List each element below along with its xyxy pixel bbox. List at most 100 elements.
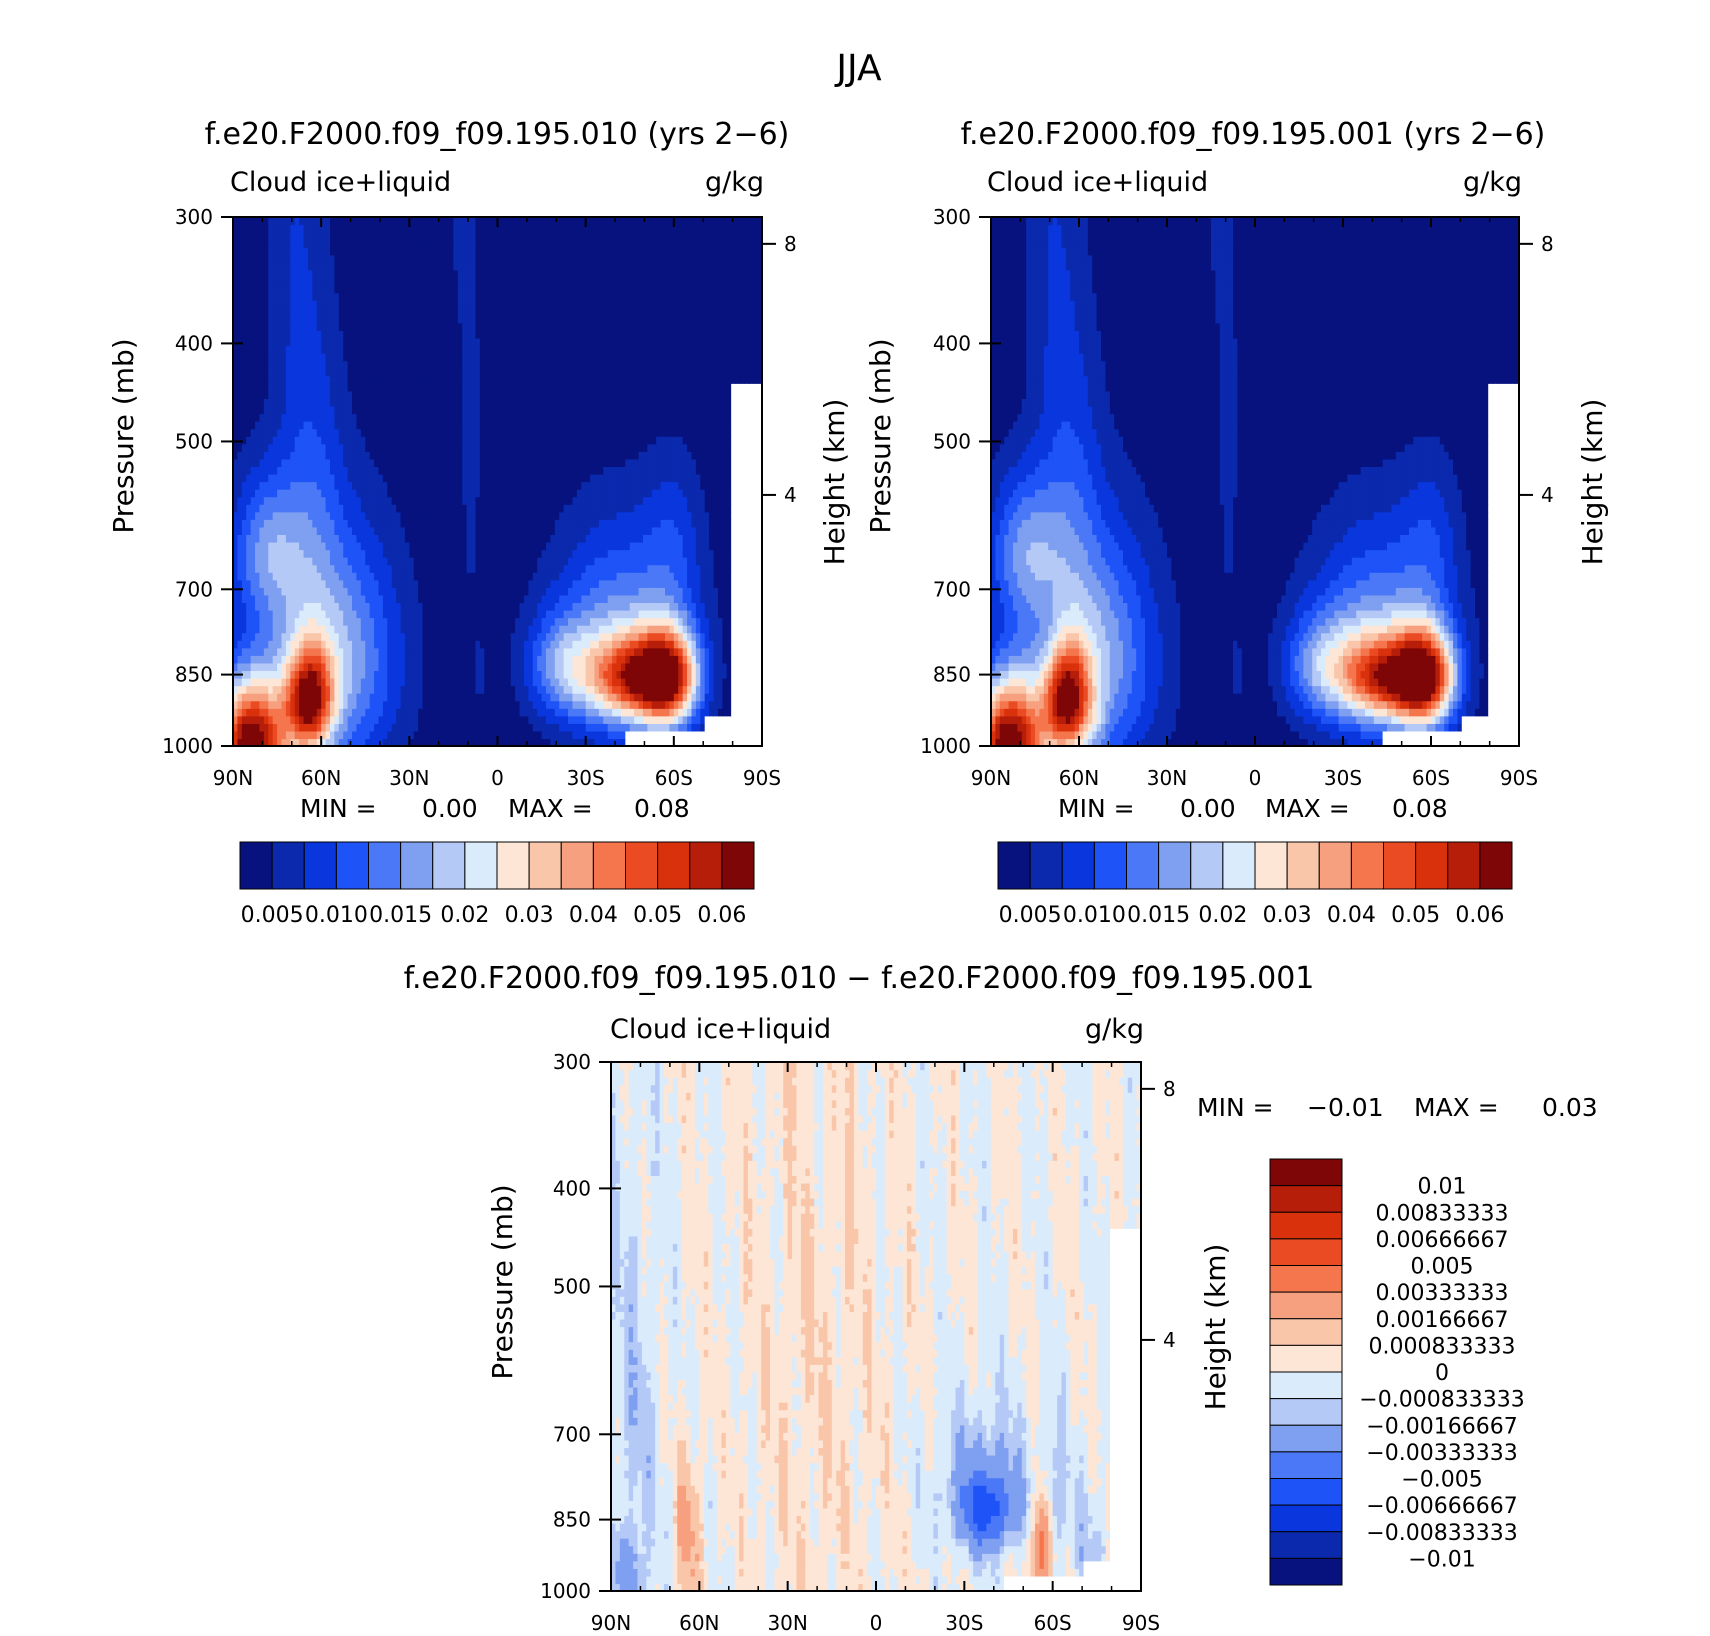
- heatmap-cell: [647, 466, 652, 474]
- heatmap-cell: [462, 550, 467, 558]
- heatmap-cell: [264, 444, 269, 452]
- heatmap-cell: [405, 640, 410, 648]
- heatmap-cell: [630, 489, 635, 497]
- heatmap-cell: [458, 542, 463, 550]
- heatmap-cell: [330, 444, 335, 452]
- heatmap-cell: [484, 610, 489, 618]
- heatmap-cell: [736, 542, 741, 550]
- heatmap-cell: [467, 572, 472, 580]
- heatmap-cell: [718, 489, 723, 497]
- heatmap-cell: [594, 436, 599, 444]
- heatmap-cell: [744, 686, 749, 694]
- heatmap-cell: [489, 527, 494, 535]
- heatmap-cell: [656, 610, 661, 618]
- heatmap-cell: [572, 595, 577, 603]
- heatmap-cell: [264, 572, 269, 580]
- heatmap-cell: [643, 482, 648, 490]
- heatmap-cell: [374, 693, 379, 701]
- heatmap-cell: [665, 459, 670, 467]
- heatmap-cell: [625, 466, 630, 474]
- heatmap-cell: [273, 731, 278, 739]
- heatmap-cell: [361, 474, 366, 482]
- heatmap-cell: [259, 572, 264, 580]
- heatmap-cell: [401, 512, 406, 520]
- heatmap-cell: [612, 519, 617, 527]
- heatmap-cell: [286, 550, 291, 558]
- heatmap-cell: [489, 648, 494, 656]
- heatmap-cell: [374, 625, 379, 633]
- heatmap-cell: [383, 504, 388, 512]
- heatmap-cell: [374, 595, 379, 603]
- heatmap-cell: [418, 527, 423, 535]
- heatmap-cell: [577, 663, 582, 671]
- heatmap-cell: [603, 708, 608, 716]
- heatmap-cell: [290, 708, 295, 716]
- heatmap-cell: [520, 557, 525, 565]
- heatmap-cell: [475, 708, 480, 716]
- heatmap-cell: [647, 731, 652, 739]
- heatmap-cell: [687, 459, 692, 467]
- heatmap-cell: [740, 686, 745, 694]
- heatmap-cell: [511, 655, 516, 663]
- heatmap-cell: [317, 497, 322, 505]
- heatmap-cell: [401, 708, 406, 716]
- heatmap-cell: [330, 625, 335, 633]
- heatmap-cell: [493, 482, 498, 490]
- heatmap-cell: [312, 587, 317, 595]
- heatmap-cell: [423, 625, 428, 633]
- heatmap-cell: [727, 587, 732, 595]
- heatmap-cell: [542, 670, 547, 678]
- heatmap-cell: [550, 580, 555, 588]
- heatmap-cell: [427, 580, 432, 588]
- heatmap-cell: [361, 497, 366, 505]
- heatmap-cell: [709, 534, 714, 542]
- heatmap-cell: [709, 655, 714, 663]
- heatmap-cell: [555, 595, 560, 603]
- heatmap-cell: [312, 489, 317, 497]
- heatmap-cell: [498, 504, 503, 512]
- heatmap-cell: [727, 550, 732, 558]
- heatmap-cell: [304, 701, 309, 709]
- heatmap-cell: [489, 618, 494, 626]
- heatmap-cell: [484, 731, 489, 739]
- heatmap-cell: [449, 595, 454, 603]
- heatmap-cell: [458, 550, 463, 558]
- heatmap-cell: [744, 663, 749, 671]
- heatmap-cell: [683, 482, 688, 490]
- heatmap-cell: [506, 534, 511, 542]
- heatmap-cell: [277, 731, 282, 739]
- heatmap-cell: [277, 580, 282, 588]
- heatmap-cell: [467, 565, 472, 573]
- heatmap-cell: [348, 731, 353, 739]
- heatmap-cell: [696, 527, 701, 535]
- heatmap-cell: [277, 640, 282, 648]
- heatmap-cell: [237, 633, 242, 641]
- heatmap-cell: [678, 527, 683, 535]
- heatmap-cell: [255, 436, 260, 444]
- heatmap-cell: [259, 618, 264, 626]
- heatmap-cell: [268, 663, 273, 671]
- heatmap-cell: [652, 459, 657, 467]
- heatmap-cell: [705, 618, 710, 626]
- heatmap-cell: [383, 625, 388, 633]
- heatmap-cell: [462, 451, 467, 459]
- heatmap-cell: [317, 504, 322, 512]
- heatmap-cell: [617, 723, 622, 731]
- heatmap-cell: [401, 610, 406, 618]
- heatmap-cell: [502, 587, 507, 595]
- heatmap-cell: [520, 519, 525, 527]
- heatmap-cell: [669, 519, 674, 527]
- heatmap-cell: [299, 595, 304, 603]
- heatmap-cell: [409, 618, 414, 626]
- heatmap-cell: [502, 716, 507, 724]
- heatmap-cell: [418, 550, 423, 558]
- heatmap-cell: [506, 527, 511, 535]
- heatmap-cell: [656, 565, 661, 573]
- heatmap-cell: [330, 565, 335, 573]
- heatmap-cell: [718, 504, 723, 512]
- heatmap-cell: [502, 610, 507, 618]
- heatmap-cell: [445, 519, 450, 527]
- heatmap-cell: [370, 444, 375, 452]
- heatmap-cell: [555, 625, 560, 633]
- heatmap-cell: [691, 686, 696, 694]
